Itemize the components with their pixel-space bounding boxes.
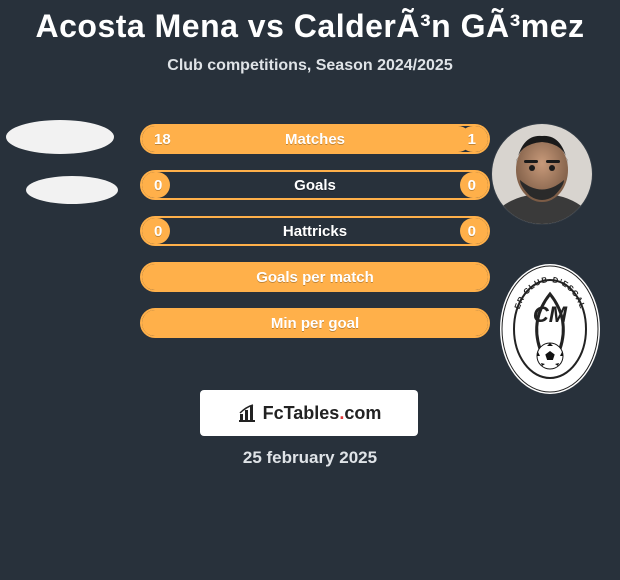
brand-text-suf: com [344,403,381,424]
svg-text:CM: CM [533,302,568,327]
date-text: 25 february 2025 [0,448,620,468]
stat-row-goals-per-match: Goals per match [140,262,490,292]
stat-row-min-per-goal: Min per goal [140,308,490,338]
stat-row-matches: 18 Matches 1 [140,124,490,154]
stat-label: Matches [285,131,345,148]
brand-text-pre: FcTables [263,403,340,424]
stat-left-value: 18 [154,131,171,148]
stat-row-goals: 0 Goals 0 [140,170,490,200]
stat-row-hattricks: 0 Hattricks 0 [140,216,490,246]
stat-right-value: 1 [468,131,476,148]
player-right-photo [492,124,592,224]
stat-label: Min per goal [271,315,359,332]
stat-label: Goals [294,177,336,194]
stat-right-value: 0 [468,223,476,240]
page-title: Acosta Mena vs CalderÃ³n GÃ³mez [0,0,620,45]
player-left-placeholder-icon [6,120,114,154]
stat-right-value: 0 [468,177,476,194]
stats-panel: 18 Matches 1 0 Goals 0 0 Hattricks 0 Goa… [140,124,490,354]
stat-label: Goals per match [256,269,374,286]
club-right-badge: ER CLUB D'ESCAL CM [500,264,600,394]
brand-card: FcTables.com [200,390,418,436]
chart-icon [237,403,257,423]
club-left-placeholder-icon [26,176,118,204]
stat-left-value: 0 [154,223,162,240]
stat-label: Hattricks [283,223,347,240]
page-subtitle: Club competitions, Season 2024/2025 [0,57,620,75]
stat-left-value: 0 [154,177,162,194]
